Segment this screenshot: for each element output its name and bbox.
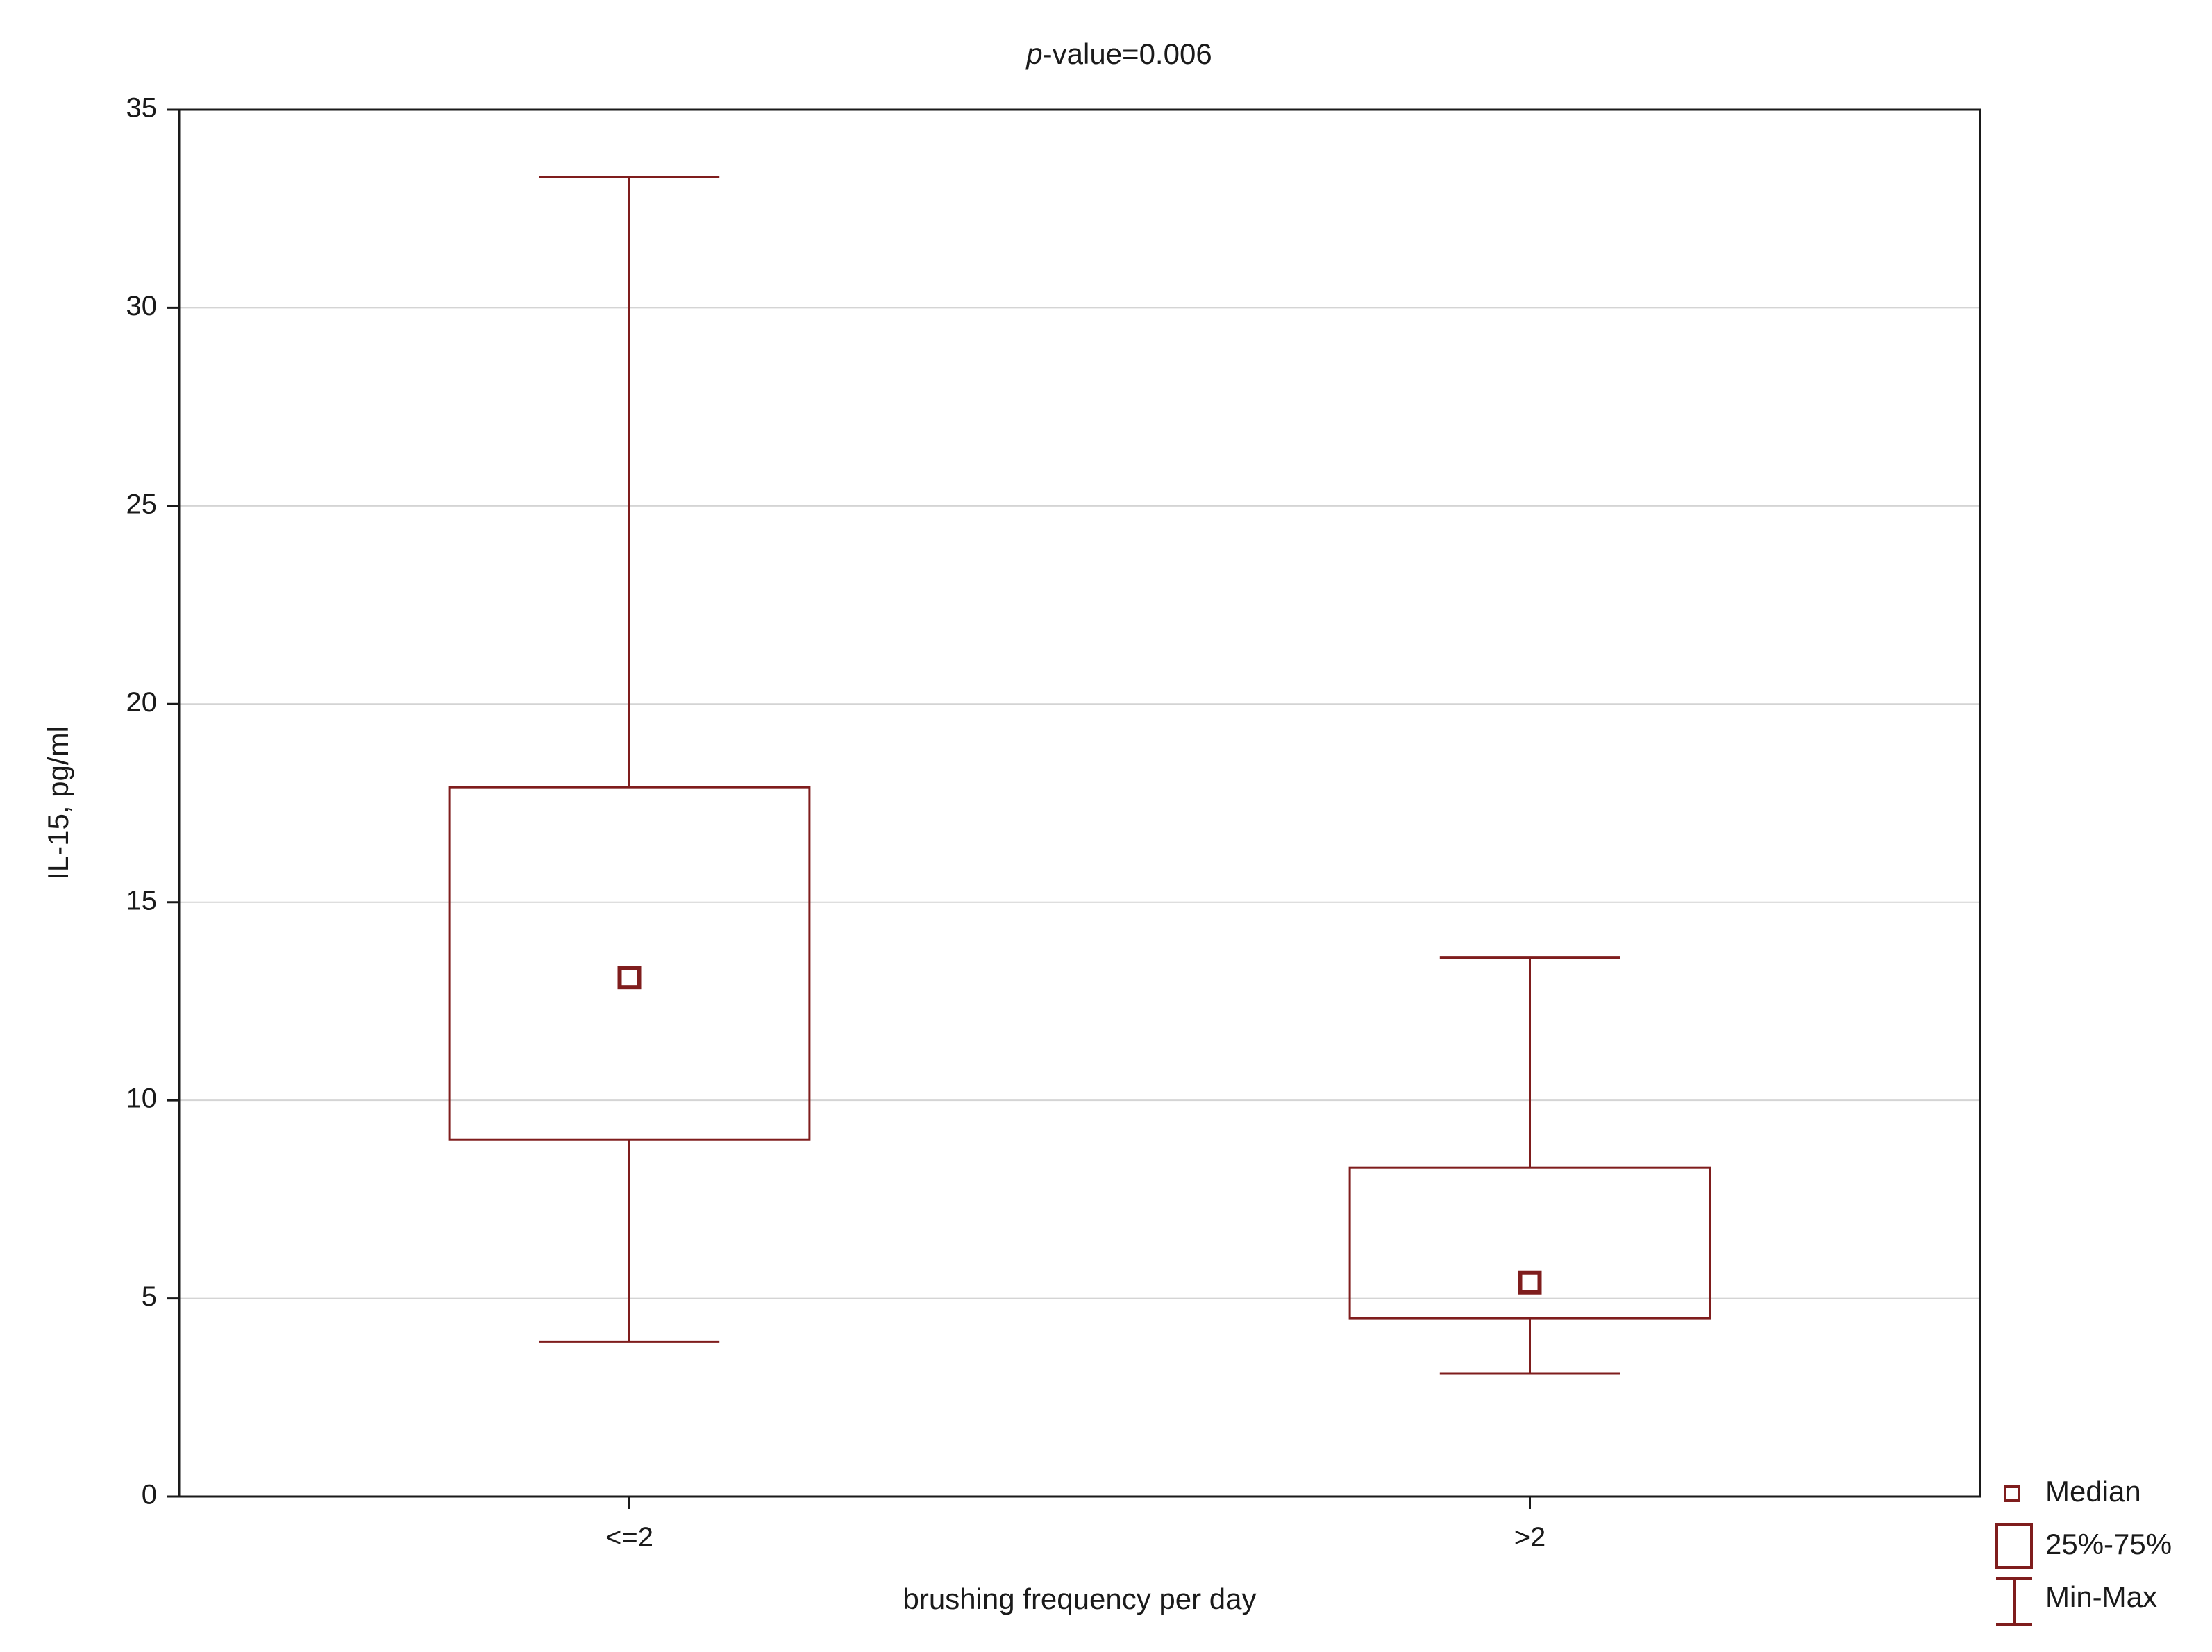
y-tick-label: 20 (126, 687, 158, 718)
legend-whisker-marker (1996, 1577, 2032, 1626)
legend: Median 25%-75% Min-Max (1995, 1475, 2172, 1626)
median-marker (1518, 1270, 1542, 1295)
box-group (448, 176, 811, 1343)
y-tick-label: 0 (142, 1480, 157, 1510)
legend-box-marker (1995, 1523, 2033, 1569)
y-axis-ticks: 0 5 10 15 20 25 30 35 (126, 93, 179, 1510)
y-tick-label: 25 (126, 489, 158, 519)
y-tick-label: 30 (126, 291, 158, 321)
chart-title-suffix: -value=0.006 (1043, 37, 1212, 70)
x-axis-ticks: <=2 >2 (605, 1497, 1545, 1553)
y-tick-label: 35 (126, 93, 158, 124)
y-axis-title: IL-15, pg/ml (42, 726, 74, 880)
iqr-box (1348, 1166, 1711, 1320)
median-marker (617, 966, 642, 990)
x-axis-title: brushing frequency per day (903, 1583, 1257, 1615)
chart-title: p-value=0.006 (1025, 37, 1212, 70)
legend-label-box: 25%-75% (2045, 1528, 2172, 1560)
legend-label-median: Median (2045, 1475, 2141, 1508)
y-tick-label: 15 (126, 885, 158, 916)
legend-median-marker (2004, 1485, 2020, 1502)
x-tick-label: >2 (1514, 1522, 1546, 1553)
y-tick-label: 10 (126, 1084, 158, 1114)
legend-label-whisker: Min-Max (2045, 1581, 2157, 1613)
box-series (448, 176, 1711, 1375)
x-tick-label: <=2 (605, 1522, 653, 1553)
plot-frame (178, 108, 1981, 1498)
iqr-box (448, 786, 811, 1141)
gridlines (179, 307, 1980, 1299)
box-group (1348, 956, 1711, 1375)
y-tick-label: 5 (142, 1281, 157, 1312)
chart-title-p: p (1025, 37, 1042, 70)
